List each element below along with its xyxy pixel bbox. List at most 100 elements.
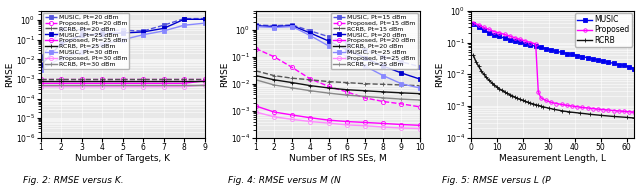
Line: Proposed, Pt=25 dBm: Proposed, Pt=25 dBm: [39, 79, 207, 85]
Proposed: [584, 107, 591, 109]
Proposed: [568, 105, 576, 107]
RCRB, Pt=30 dBm: [119, 84, 127, 86]
Proposed, Pt=20 dBm: [380, 122, 387, 125]
MUSIC, Pt=30 dBm: [37, 68, 45, 71]
MUSIC, Pt=15 dBm: [252, 24, 260, 26]
MUSIC, Pt=15 dBm: [380, 56, 387, 58]
RCRB, Pt=25 dBm: [307, 90, 314, 92]
MUSIC, Pt=20 dBm: [201, 17, 209, 20]
MUSIC, Pt=25 dBm: [140, 31, 147, 33]
Proposed: [600, 108, 607, 111]
MUSIC, Pt=25 dBm: [252, 25, 260, 28]
RCRB, Pt=20 dBm: [99, 78, 106, 80]
MUSIC: [485, 32, 493, 34]
MUSIC, Pt=25 dBm: [180, 18, 188, 20]
MUSIC, Pt=20 dBm: [58, 28, 65, 30]
RCRB: [550, 108, 557, 110]
Line: Proposed, Pt=20 dBm: Proposed, Pt=20 dBm: [253, 104, 422, 127]
Proposed: [511, 37, 519, 39]
Proposed: [547, 101, 555, 104]
Proposed, Pt=30 dBm: [140, 86, 147, 88]
RCRB: [527, 102, 534, 104]
RCRB, Pt=25 dBm: [252, 79, 260, 81]
Proposed, Pt=30 dBm: [201, 84, 209, 86]
Proposed, Pt=25 dBm: [58, 82, 65, 84]
Proposed: [490, 30, 498, 33]
Proposed, Pt=15 dBm: [361, 97, 369, 99]
MUSIC, Pt=25 dBm: [201, 18, 209, 20]
Proposed, Pt=15 dBm: [343, 91, 351, 93]
Line: RCRB, Pt=20 dBm: RCRB, Pt=20 dBm: [39, 77, 207, 81]
RCRB: [498, 89, 506, 92]
Proposed, Pt=20 dBm: [289, 114, 296, 116]
MUSIC, Pt=25 dBm: [270, 26, 278, 29]
RCRB, Pt=20 dBm: [289, 82, 296, 84]
MUSIC, Pt=30 dBm: [201, 22, 209, 24]
MUSIC, Pt=25 dBm: [343, 56, 351, 58]
Proposed, Pt=20 dBm: [160, 78, 168, 80]
RCRB, Pt=15 dBm: [270, 74, 278, 77]
MUSIC, Pt=25 dBm: [324, 45, 332, 47]
Line: RCRB, Pt=25 dBm: RCRB, Pt=25 dBm: [39, 79, 207, 83]
RCRB, Pt=25 dBm: [380, 97, 387, 99]
RCRB, Pt=25 dBm: [416, 99, 424, 101]
MUSIC, Pt=15 dBm: [270, 24, 278, 27]
MUSIC: [495, 35, 503, 38]
RCRB: [630, 117, 638, 119]
MUSIC: [594, 59, 602, 61]
MUSIC, Pt=25 dBm: [58, 42, 65, 45]
RCRB, Pt=25 dBm: [201, 80, 209, 82]
MUSIC: [480, 29, 488, 32]
RCRB: [472, 61, 480, 63]
Proposed: [527, 41, 534, 44]
RCRB, Pt=15 dBm: [252, 70, 260, 72]
RCRB, Pt=15 dBm: [397, 84, 405, 86]
RCRB, Pt=30 dBm: [58, 84, 65, 86]
Proposed, Pt=25 dBm: [99, 82, 106, 84]
Proposed: [506, 35, 513, 37]
Proposed, Pt=20 dBm: [140, 78, 147, 80]
Legend: MUSIC, Proposed, RCRB: MUSIC, Proposed, RCRB: [575, 13, 632, 47]
Proposed, Pt=30 dBm: [37, 86, 45, 88]
MUSIC, Pt=15 dBm: [416, 65, 424, 68]
RCRB, Pt=15 dBm: [307, 79, 314, 81]
RCRB: [508, 95, 516, 97]
MUSIC, Pt=15 dBm: [361, 49, 369, 51]
MUSIC: [532, 45, 540, 47]
Line: Proposed, Pt=20 dBm: Proposed, Pt=20 dBm: [39, 77, 207, 81]
MUSIC: [610, 62, 618, 65]
Proposed, Pt=20 dBm: [58, 78, 65, 80]
RCRB: [488, 81, 495, 84]
MUSIC, Pt=20 dBm: [343, 49, 351, 51]
MUSIC: [600, 60, 607, 62]
Line: MUSIC, Pt=20 dBm: MUSIC, Pt=20 dBm: [253, 24, 422, 81]
RCRB, Pt=20 dBm: [252, 74, 260, 77]
RCRB: [545, 107, 552, 109]
MUSIC: [547, 49, 555, 51]
RCRB, Pt=20 dBm: [78, 78, 86, 80]
RCRB: [597, 114, 605, 117]
Text: Fig. 2: RMSE versus K.: Fig. 2: RMSE versus K.: [23, 176, 124, 185]
Line: Proposed: Proposed: [472, 21, 636, 114]
Proposed, Pt=20 dBm: [119, 78, 127, 80]
RCRB, Pt=25 dBm: [397, 98, 405, 100]
Proposed, Pt=30 dBm: [180, 86, 188, 88]
RCRB: [475, 65, 483, 67]
MUSIC, Pt=25 dBm: [380, 74, 387, 77]
RCRB, Pt=20 dBm: [119, 78, 127, 80]
Proposed, Pt=20 dBm: [270, 111, 278, 113]
RCRB: [511, 96, 519, 98]
MUSIC: [620, 64, 628, 67]
Proposed, Pt=20 dBm: [307, 117, 314, 119]
MUSIC: [475, 26, 483, 28]
Line: MUSIC, Pt=30 dBm: MUSIC, Pt=30 dBm: [39, 21, 207, 72]
RCRB, Pt=20 dBm: [270, 79, 278, 81]
Proposed, Pt=20 dBm: [180, 78, 188, 80]
MUSIC, Pt=25 dBm: [289, 25, 296, 28]
Proposed: [516, 38, 524, 41]
Line: RCRB, Pt=25 dBm: RCRB, Pt=25 dBm: [253, 78, 422, 102]
MUSIC, Pt=25 dBm: [307, 35, 314, 37]
RCRB: [485, 79, 493, 81]
MUSIC, Pt=20 dBm: [270, 25, 278, 28]
RCRB, Pt=30 dBm: [99, 84, 106, 86]
